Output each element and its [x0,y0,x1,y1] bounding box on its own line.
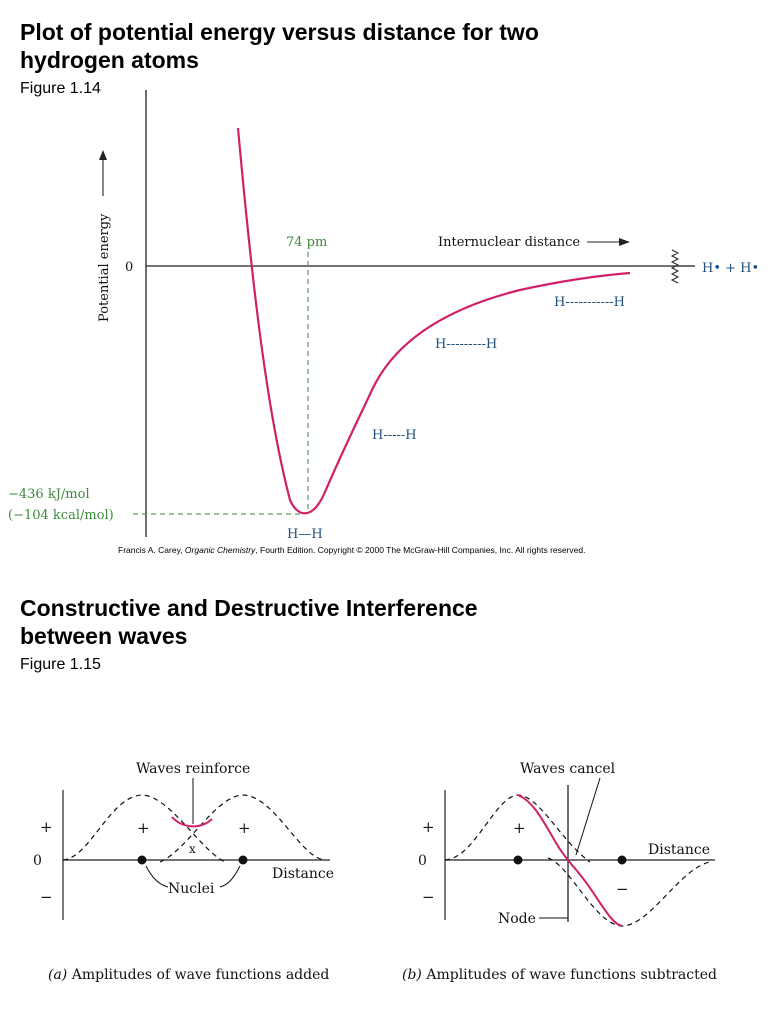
minus-axis-a: − [40,888,53,906]
credit-book: Organic Chemistry [184,545,256,555]
bond-label-long: H-----------H [554,295,625,310]
energy-label-kcal: (−104 kcal/mol) [8,508,114,523]
node-label: Node [498,911,536,927]
plus-axis-a: + [40,818,53,836]
waves-reinforce-label: Waves reinforce [136,761,250,777]
section1-title-line1: Plot of potential energy versus distance… [20,19,539,45]
credit-author: Francis A. Carey, [118,545,185,555]
ylabel: Potential energy [97,213,112,322]
figure-1-14-label: Figure 1.14 [20,80,101,97]
pm-label: 74 pm [286,235,327,250]
nucleus-left-b [513,855,523,865]
plus-left-a: + [137,819,150,837]
distance-label-a: Distance [272,866,334,882]
figure-1-15-label: Figure 1.15 [20,656,101,673]
section1-title: Plot of potential energy versus distance… [20,18,539,74]
axis-break-icon [670,249,680,284]
zero-axis-b: 0 [418,853,427,869]
energy-label-kj: −436 kJ/mol [8,487,90,502]
bond-label-medium: H---------H [435,337,497,352]
wave-diagram-a: + 0 − Waves reinforce + + x Nuclei Dista… [33,761,334,983]
nucleus-right-a [238,855,248,865]
bond-label-hh: H—H [287,527,323,542]
distance-label-b: Distance [648,842,710,858]
section2-title: Constructive and Destructive Interferenc… [20,594,478,650]
potential-energy-curve [236,127,631,515]
minus-right-b: − [616,880,629,898]
wave-b2 [547,857,711,927]
section1-title-line2: hydrogen atoms [20,47,199,73]
copyright-credit: Francis A. Carey, Organic Chemistry, Fou… [118,545,586,555]
section2-title-line1: Constructive and Destructive Interferenc… [20,595,478,621]
sum-curve [171,816,213,828]
plus-left-b: + [513,819,526,837]
cross-label: x [189,842,196,856]
wave-a1 [62,794,226,863]
cancel-pointer [575,777,601,856]
wave-diagram-b: + 0 − Waves cancel + − Distance Node (b)… [402,761,717,983]
xlabel: Internuclear distance [438,235,580,250]
bond-label-short: H-----H [372,428,417,443]
wave-a2 [159,794,326,863]
nuclei-label: Nuclei [168,881,215,897]
atoms-label: H• + H• [702,261,759,276]
nucleus-right-b [617,855,627,865]
caption-b: (b) Amplitudes of wave functions subtrac… [402,967,717,983]
plus-right-a: + [238,819,251,837]
minus-axis-b: − [422,888,435,906]
credit-rest: , Fourth Edition. Copyright © 2000 The M… [255,545,586,555]
plus-axis-b: + [422,818,435,836]
caption-a: (a) Amplitudes of wave functions added [48,967,329,983]
zero-axis-a: 0 [33,853,42,869]
section2-title-line2: between waves [20,623,188,649]
nucleus-left-a [137,855,147,865]
potential-energy-plot: Potential energy 0 74 pm −436 kJ/mol (−1… [8,90,759,542]
difference-curve [517,794,623,927]
waves-cancel-label: Waves cancel [520,761,616,777]
zero-label: 0 [125,260,133,275]
